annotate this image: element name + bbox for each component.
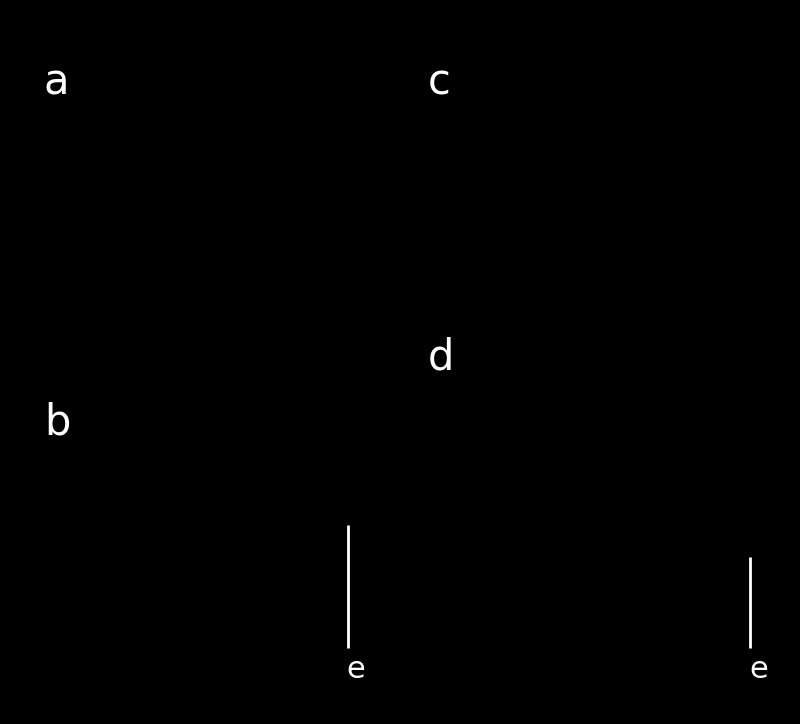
- Text: e: e: [749, 655, 768, 684]
- Text: c: c: [428, 62, 451, 104]
- Text: d: d: [428, 337, 454, 379]
- Text: b: b: [44, 402, 70, 444]
- Text: a: a: [44, 62, 70, 104]
- Text: e: e: [346, 655, 366, 684]
